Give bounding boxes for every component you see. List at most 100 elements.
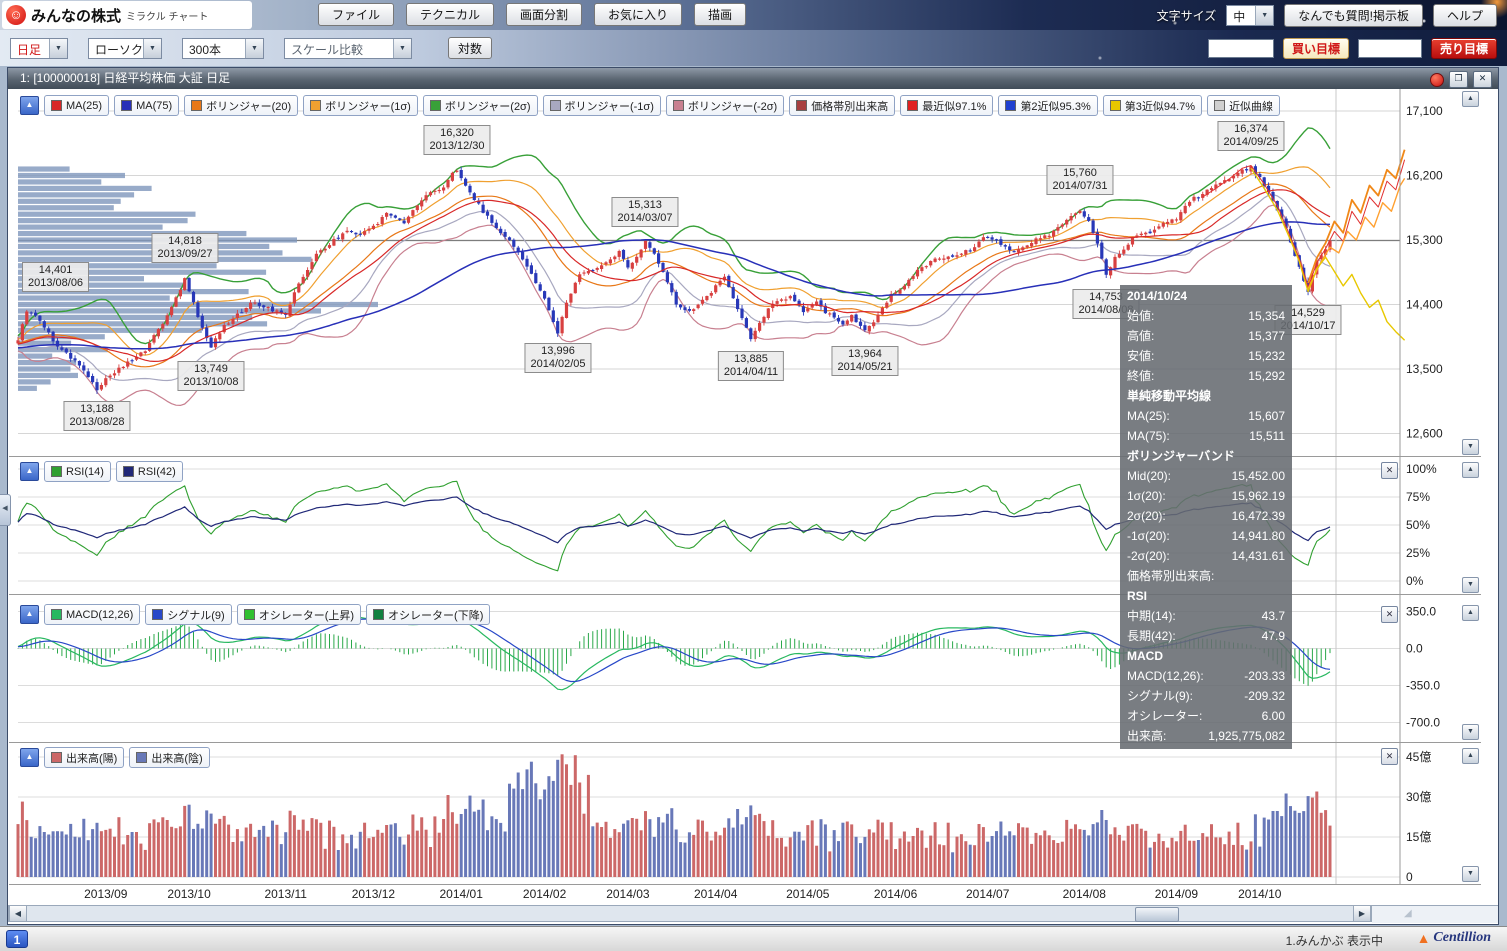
menu-button-4[interactable]: お気に入り xyxy=(594,3,683,26)
horizontal-scrollbar[interactable]: ◀ ▶ xyxy=(8,905,1372,922)
rsi-panel-scroll-up-button[interactable]: ▲ xyxy=(1462,462,1479,478)
macd-indicator-button-4[interactable]: オシレーター(下降) xyxy=(366,604,491,625)
scale-compare-select[interactable]: スケール比較 ▼ xyxy=(284,37,412,59)
indicator-color-swatch xyxy=(51,466,62,477)
indicator-color-swatch xyxy=(136,752,148,763)
chevron-down-icon[interactable]: ▼ xyxy=(393,38,411,58)
close-macd-panel-button[interactable]: ✕ xyxy=(1381,606,1398,623)
main-collapse-button[interactable]: ▲ xyxy=(20,96,39,115)
scrollbar-track[interactable] xyxy=(27,906,1353,922)
bar-count-select[interactable]: 300本 ▼ xyxy=(182,37,264,59)
tooltip-row: 2σ(20): 16,472.39 xyxy=(1127,509,1285,523)
volume-panel-scroll-up-button[interactable]: ▲ xyxy=(1462,748,1479,764)
price-annotation: 13,885 2014/04/11 xyxy=(717,351,785,381)
indicator-color-swatch xyxy=(51,752,62,763)
chevron-down-icon[interactable]: ▼ xyxy=(1255,6,1274,25)
log-scale-button[interactable]: 対数 xyxy=(448,37,493,59)
restore-window-button[interactable]: ❐ xyxy=(1449,71,1468,88)
brand-name: Centillion xyxy=(1433,930,1491,945)
chevron-down-icon[interactable]: ▼ xyxy=(49,38,67,58)
menu-button-3[interactable]: 画面分割 xyxy=(506,3,583,26)
main-indicator-button-4[interactable]: ボリンジャー(1σ) xyxy=(303,95,418,116)
main-indicator-button-7[interactable]: ボリンジャー(-2σ) xyxy=(665,95,785,116)
macd-panel-scroll-down-button[interactable]: ▼ xyxy=(1462,724,1479,740)
indicator-label: オシレーター(上昇) xyxy=(258,609,355,622)
rsi-panel-scroll-down-button[interactable]: ▼ xyxy=(1462,577,1479,593)
sell-target-button[interactable]: 売り目標 xyxy=(1430,38,1497,59)
main-indicator-button-11[interactable]: 第3近似94.7% xyxy=(1102,95,1203,116)
indicator-color-swatch xyxy=(191,100,203,111)
scrollbar-corner: ◢ xyxy=(1372,905,1498,923)
indicator-label: シグナル(9) xyxy=(167,609,225,622)
main-panel-scroll-down-button[interactable]: ▼ xyxy=(1462,439,1479,455)
main-indicator-button-1[interactable]: MA(25) xyxy=(44,95,110,116)
minkabu-face-icon: ☺ xyxy=(6,5,26,25)
chevron-down-icon[interactable]: ▼ xyxy=(245,38,263,58)
volume-indicator-button-1[interactable]: 出来高(陽) xyxy=(44,747,125,768)
main-indicator-button-8[interactable]: 価格帯別出来高 xyxy=(789,95,896,116)
close-rsi-panel-button[interactable]: ✕ xyxy=(1381,462,1398,479)
resize-grip-icon: ◢ xyxy=(1404,908,1412,919)
volume-panel-scroll-down-button[interactable]: ▼ xyxy=(1462,866,1479,882)
tooltip-row: 安値: 15,232 xyxy=(1127,349,1285,363)
buy-target-input[interactable] xyxy=(1207,39,1274,58)
app-title: みんなの株式 xyxy=(31,7,122,25)
price-annotation: 14,818 2013/09/27 xyxy=(151,233,219,263)
status-bar: 1 1.みんかぶ 表示中 ▲ Centillion xyxy=(0,926,1507,951)
main-indicator-button-6[interactable]: ボリンジャー(-1σ) xyxy=(542,95,661,116)
menu-button-2[interactable]: テクニカル xyxy=(406,3,495,26)
close-window-button[interactable]: ✕ xyxy=(1473,71,1492,88)
record-indicator-icon[interactable] xyxy=(1430,72,1444,87)
chart-style-select[interactable]: ローソク ▼ xyxy=(88,37,162,59)
help-button[interactable]: ヘルプ xyxy=(1432,4,1497,27)
sell-target-input[interactable] xyxy=(1357,39,1422,58)
chart-tab-1[interactable]: 1 xyxy=(6,930,28,948)
volume-collapse-button[interactable]: ▲ xyxy=(20,748,39,767)
scroll-right-button[interactable]: ▶ xyxy=(1353,906,1371,921)
rsi-indicator-button-2[interactable]: RSI(42) xyxy=(115,461,183,482)
indicator-label: オシレーター(下降) xyxy=(388,609,484,622)
menu-button-5[interactable]: 描画 xyxy=(694,3,747,26)
font-size-select[interactable]: 中 ▼ xyxy=(1226,5,1275,26)
macd-indicator-button-1[interactable]: MACD(12,26) xyxy=(44,604,141,625)
macd-indicator-row: ▲ MACD(12,26) シグナル(9) オシレーター(上昇) オシレーター(下降) xyxy=(20,604,491,625)
main-indicator-button-3[interactable]: ボリンジャー(20) xyxy=(184,95,299,116)
main-indicator-button-5[interactable]: ボリンジャー(2σ) xyxy=(422,95,538,116)
main-panel-scroll-up-button[interactable]: ▲ xyxy=(1462,91,1479,107)
indicator-color-swatch xyxy=(549,100,561,111)
indicator-label: 第3近似94.7% xyxy=(1124,100,1196,113)
indicator-color-swatch xyxy=(152,609,164,620)
close-volume-panel-button[interactable]: ✕ xyxy=(1381,748,1398,765)
tooltip-section-header: ボリンジャーバンド xyxy=(1127,449,1235,463)
top-menu-bar: ☺ みんなの株式 ミラクル チャート ファイル テクニカル 画面分割 お気に入り 描画 … xyxy=(0,0,1507,30)
buy-target-button[interactable]: 買い目標 xyxy=(1282,38,1349,59)
rsi-indicator-button-1[interactable]: RSI(14) xyxy=(44,461,111,482)
period-select[interactable]: 日足 ▼ xyxy=(10,37,68,59)
scroll-left-button[interactable]: ◀ xyxy=(9,906,27,921)
indicator-color-swatch xyxy=(429,100,441,111)
tooltip-section-header: RSI xyxy=(1127,589,1148,603)
price-annotation: 13,996 2014/02/05 xyxy=(524,343,592,373)
indicator-color-swatch xyxy=(672,100,684,111)
macd-indicator-button-2[interactable]: シグナル(9) xyxy=(145,604,232,625)
macd-panel-scroll-up-button[interactable]: ▲ xyxy=(1462,605,1479,621)
main-indicator-button-9[interactable]: 最近似97.1% xyxy=(900,95,994,116)
chevron-down-icon[interactable]: ▼ xyxy=(143,38,161,58)
rsi-collapse-button[interactable]: ▲ xyxy=(20,462,39,481)
main-indicator-button-10[interactable]: 第2近似95.3% xyxy=(998,95,1098,116)
indicator-label: MA(25) xyxy=(66,99,103,112)
tooltip-row: 終値: 15,292 xyxy=(1127,369,1285,383)
macd-collapse-button[interactable]: ▲ xyxy=(20,605,39,624)
period-value: 日足 xyxy=(17,42,42,57)
collapse-sidebar-handle[interactable]: ◀ xyxy=(0,494,11,526)
scrollbar-thumb[interactable] xyxy=(1135,907,1179,922)
volume-indicator-button-2[interactable]: 出来高(陰) xyxy=(129,747,210,768)
main-indicator-button-12[interactable]: 近似曲線 xyxy=(1207,95,1281,116)
menu-button-1[interactable]: ファイル xyxy=(318,3,395,26)
chart-window-titlebar[interactable]: 1: [100000018] 日経平均株価 大証 日足 ❐ ✕ xyxy=(8,68,1498,89)
indicator-label: ボリンジャー(-2σ) xyxy=(687,100,778,113)
main-indicator-button-2[interactable]: MA(75) xyxy=(114,95,180,116)
qa-board-button[interactable]: なんでも質問!掲示板 xyxy=(1284,4,1423,27)
macd-indicator-button-3[interactable]: オシレーター(上昇) xyxy=(236,604,362,625)
tooltip-row: シグナル(9): -209.32 xyxy=(1127,689,1285,703)
